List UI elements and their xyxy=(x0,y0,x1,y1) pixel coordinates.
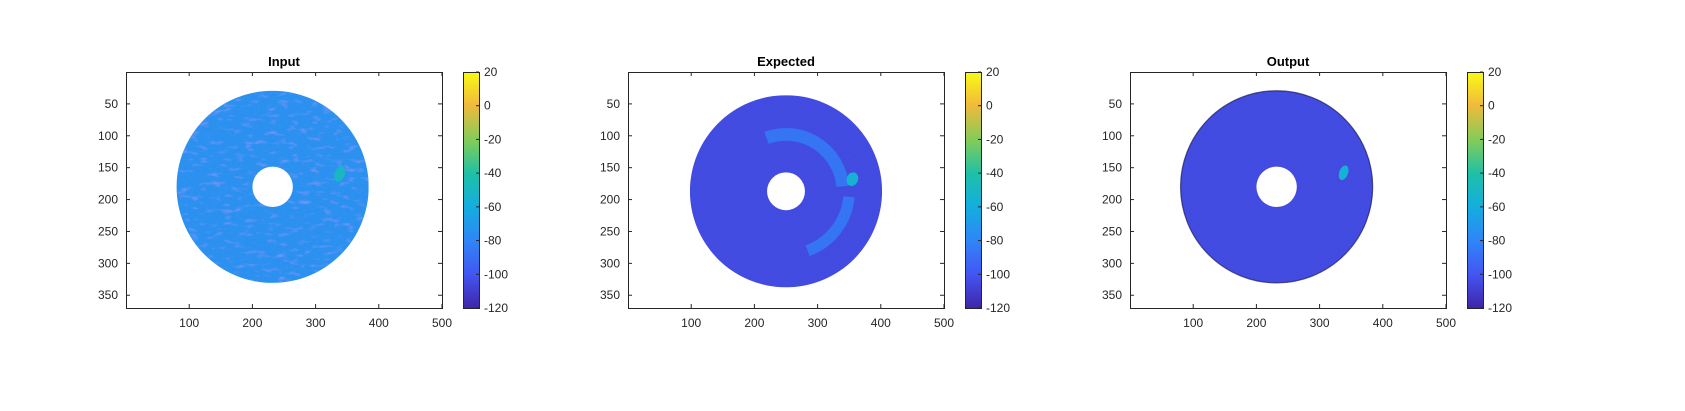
y-tick-label: 300 xyxy=(1102,256,1122,270)
x-tick-label: 300 xyxy=(1310,316,1330,330)
y-tick-label: 200 xyxy=(98,193,118,207)
colorbar-tick-label: -120 xyxy=(1488,301,1512,315)
y-tick-label: 50 xyxy=(607,97,621,111)
x-tick-label: 500 xyxy=(432,316,452,330)
y-tick-label: 250 xyxy=(600,224,620,238)
colorbar-tick-label: 0 xyxy=(484,99,491,113)
x-tick-label: 300 xyxy=(808,316,828,330)
colorbar-tick-label: -80 xyxy=(986,234,1004,248)
colorbar-tick-label: -40 xyxy=(484,166,502,180)
x-tick-label: 500 xyxy=(934,316,954,330)
colorbar-tick-label: -80 xyxy=(1488,234,1506,248)
x-tick-label: 200 xyxy=(1246,316,1266,330)
x-tick-label: 100 xyxy=(681,316,701,330)
axes-box xyxy=(1130,72,1447,309)
colorbar-tick-label: -40 xyxy=(1488,166,1506,180)
y-tick-label: 100 xyxy=(98,129,118,143)
colorbar-tick-label: 0 xyxy=(1488,99,1495,113)
colorbar-tick-label: -120 xyxy=(986,301,1010,315)
colorbar-tick-label: -60 xyxy=(1488,200,1506,214)
axes-box xyxy=(126,72,443,309)
colorbar-tick-label: -60 xyxy=(484,200,502,214)
disk-outline xyxy=(1179,90,1374,284)
colorbar-tick-label: -100 xyxy=(484,267,508,281)
colorbar-box xyxy=(965,72,982,309)
colorbar-tick-label: -80 xyxy=(484,234,502,248)
x-tick-label: 100 xyxy=(1183,316,1203,330)
y-tick-label: 200 xyxy=(1102,193,1122,207)
y-tick-label: 50 xyxy=(105,97,119,111)
y-tick-label: 50 xyxy=(1109,97,1123,111)
colorbar-tick-label: -100 xyxy=(1488,267,1512,281)
y-tick-label: 150 xyxy=(98,161,118,175)
y-tick-label: 200 xyxy=(600,193,620,207)
y-tick-label: 150 xyxy=(600,161,620,175)
y-tick-label: 350 xyxy=(1102,288,1122,302)
y-tick-label: 250 xyxy=(1102,224,1122,238)
x-tick-label: 200 xyxy=(242,316,262,330)
panel-title: Input xyxy=(268,54,300,69)
y-tick-label: 250 xyxy=(98,224,118,238)
colorbar-tick-label: 20 xyxy=(484,65,498,79)
panel-expected: Expected 100 200 300 400 5005010015020025030… xyxy=(600,54,1010,330)
colorbar-tick-label: -60 xyxy=(986,200,1004,214)
y-tick-label: 350 xyxy=(98,288,118,302)
axes-box xyxy=(628,72,945,309)
x-tick-label: 200 xyxy=(744,316,764,330)
colorbar-tick-label: -20 xyxy=(986,132,1004,146)
x-tick-label: 400 xyxy=(871,316,891,330)
panel-title: Output xyxy=(1267,54,1310,69)
feature-blob xyxy=(1338,165,1349,181)
feature-blob xyxy=(334,166,346,182)
x-tick-label: 300 xyxy=(306,316,326,330)
colorbar xyxy=(463,72,479,308)
colorbar-tick-label: -120 xyxy=(484,301,508,315)
panel-output: Output 100 200 300 400 500501001502002503003… xyxy=(1102,54,1512,330)
feature-blob xyxy=(846,172,859,186)
feature-arc xyxy=(805,196,855,257)
colorbar-tick-label: 20 xyxy=(1488,65,1502,79)
heatmap-image xyxy=(689,95,883,288)
feature-arc xyxy=(764,128,849,188)
x-tick-label: 400 xyxy=(1373,316,1393,330)
colorbar-box xyxy=(463,72,480,309)
y-tick-label: 300 xyxy=(600,256,620,270)
panel-input: Input 100 200 300 400 5005010015020025030035… xyxy=(98,54,508,330)
x-tick-label: 400 xyxy=(369,316,389,330)
y-tick-label: 100 xyxy=(1102,129,1122,143)
colorbar xyxy=(965,72,981,308)
x-tick-label: 100 xyxy=(179,316,199,330)
colorbar-tick-label: 20 xyxy=(986,65,1000,79)
x-tick-label: 500 xyxy=(1436,316,1456,330)
colorbar-tick-label: -40 xyxy=(986,166,1004,180)
colorbar-tick-label: -20 xyxy=(1488,132,1506,146)
panel-title: Expected xyxy=(757,54,815,69)
colorbar-tick-label: -20 xyxy=(484,132,502,146)
y-tick-label: 100 xyxy=(600,129,620,143)
colorbar-box xyxy=(1467,72,1484,309)
colorbar-tick-label: 0 xyxy=(986,99,993,113)
colorbar xyxy=(1467,72,1483,308)
y-tick-label: 300 xyxy=(98,256,118,270)
colorbar-tick-label: -100 xyxy=(986,267,1010,281)
y-tick-label: 150 xyxy=(1102,161,1122,175)
y-tick-label: 350 xyxy=(600,288,620,302)
